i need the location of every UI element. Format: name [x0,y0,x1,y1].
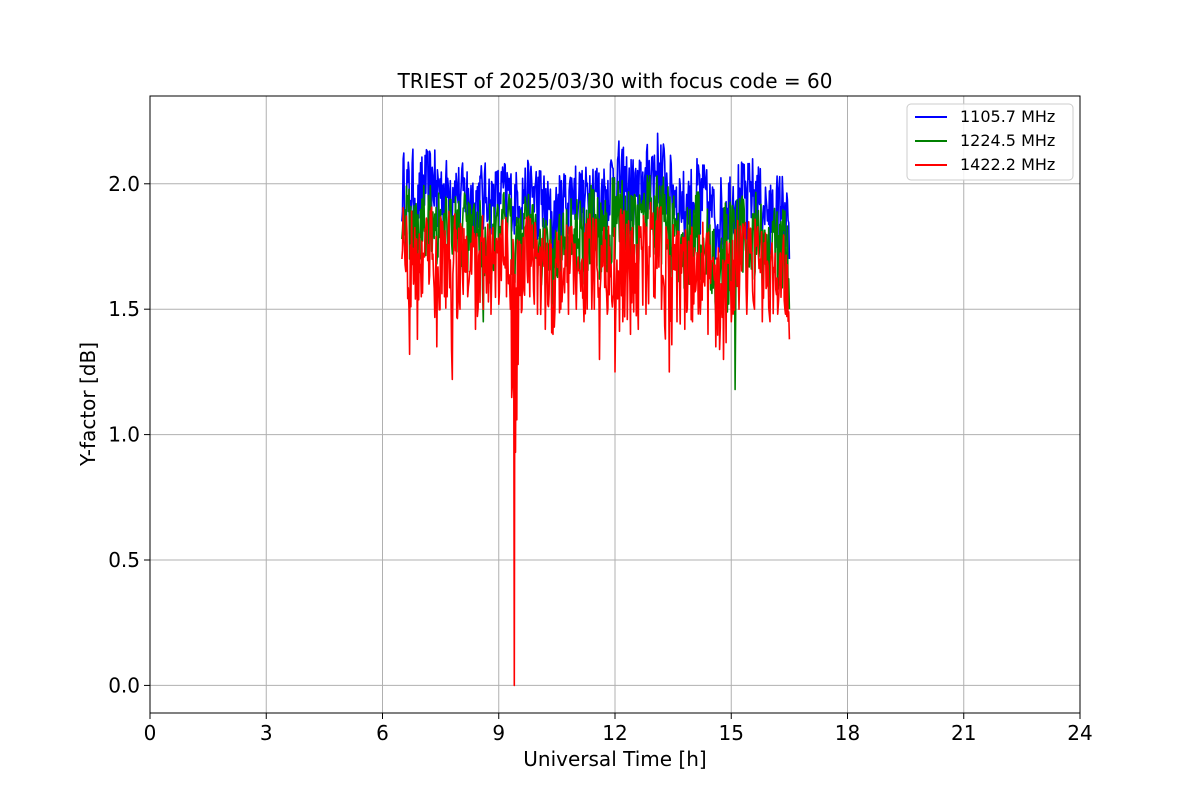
y-tick-label: 0.0 [108,673,140,697]
x-axis-label: Universal Time [h] [523,747,706,771]
x-tick-label: 12 [602,721,627,745]
x-tick-label: 0 [144,721,157,745]
y-tick-label: 2.0 [108,172,140,196]
series-line-3 [401,201,791,687]
x-tick-label: 15 [719,721,744,745]
y-tick-label: 1.5 [108,297,140,321]
x-tick-label: 18 [835,721,860,745]
ticks: 0 3 6 9 12 15 18 21 24 0.0 0.5 1.0 1.5 2.0 [108,172,1093,745]
legend-label-1: 1105.7 MHz [960,107,1055,126]
y-axis-label: Y-factor [dB] [76,342,100,467]
y-tick-label: 1.0 [108,423,140,447]
legend-box [906,103,1074,181]
x-tick-label: 9 [492,721,505,745]
legend: 1105.7 MHz 1224.5 MHz 1422.2 MHz [906,103,1074,181]
x-tick-label: 3 [260,721,273,745]
y-tick-label: 0.5 [108,548,140,572]
series-layer [401,132,791,687]
x-tick-label: 6 [376,721,389,745]
legend-label-3: 1422.2 MHz [960,155,1055,174]
x-tick-label: 21 [951,721,976,745]
x-tick-label: 24 [1067,721,1092,745]
legend-label-2: 1224.5 MHz [960,131,1055,150]
chart-title: TRIEST of 2025/03/30 with focus code = 6… [397,69,833,93]
